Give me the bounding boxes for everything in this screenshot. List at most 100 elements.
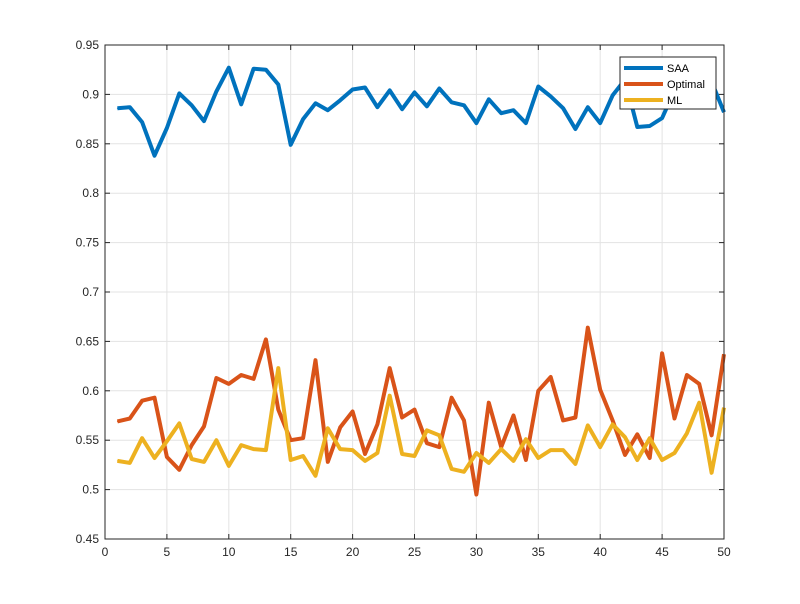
- data-point-ml: [178, 422, 180, 424]
- data-point-optimal: [240, 374, 242, 376]
- data-point-saa: [537, 86, 539, 87]
- data-point-saa: [240, 103, 242, 105]
- data-point-saa: [352, 89, 354, 90]
- y-tick-label: 0.5: [82, 483, 99, 497]
- series-line-ml: [117, 366, 726, 478]
- data-point-optimal: [674, 418, 675, 419]
- data-point-ml: [475, 452, 477, 454]
- data-point-optimal: [612, 419, 614, 421]
- data-point-saa: [612, 94, 614, 96]
- y-tick-label: 0.45: [76, 532, 100, 546]
- data-point-optimal: [389, 367, 391, 369]
- data-point-saa: [290, 144, 292, 146]
- data-point-ml: [661, 459, 663, 461]
- y-tick-label: 0.65: [76, 334, 100, 348]
- data-point-optimal: [414, 409, 415, 411]
- data-point-saa: [463, 104, 465, 106]
- data-point-saa: [649, 125, 651, 127]
- data-point-saa: [116, 107, 118, 109]
- data-point-ml: [265, 449, 267, 451]
- data-point-optimal: [327, 461, 329, 463]
- data-point-optimal: [711, 434, 713, 436]
- x-tick-label: 25: [408, 545, 422, 559]
- data-point-saa: [451, 101, 453, 103]
- axis-ticks: 0 5 10 15 20 25 30 35 40 45 50 0.45 0.5 0.55 0.6 0.65 0.…: [76, 38, 731, 559]
- data-point-saa: [154, 155, 155, 157]
- data-point-optimal: [686, 374, 688, 376]
- data-point-ml: [166, 440, 168, 442]
- data-point-optimal: [215, 377, 217, 379]
- y-tick-label: 0.55: [76, 433, 100, 447]
- data-point-ml: [277, 367, 279, 369]
- data-point-optimal: [513, 415, 514, 416]
- data-point-saa: [203, 120, 205, 122]
- data-point-ml: [513, 460, 514, 462]
- data-point-optimal: [463, 419, 465, 421]
- data-point-saa: [364, 87, 366, 88]
- data-point-ml: [537, 457, 539, 459]
- data-point-ml: [154, 457, 155, 459]
- data-point-ml: [426, 429, 428, 431]
- data-point-saa: [513, 109, 514, 111]
- data-point-saa: [228, 67, 230, 69]
- data-point-saa: [636, 126, 638, 128]
- data-point-ml: [686, 432, 688, 434]
- legend-label-ml: ML: [667, 95, 682, 107]
- legend-label-optimal: Optimal: [667, 79, 705, 91]
- data-point-optimal: [364, 453, 366, 455]
- y-tick-label: 0.6: [82, 384, 99, 398]
- data-point-saa: [178, 92, 180, 94]
- data-point-optimal: [661, 352, 663, 354]
- data-point-ml: [624, 436, 626, 438]
- data-point-ml: [389, 395, 391, 397]
- data-point-optimal: [129, 418, 131, 419]
- data-point-optimal: [315, 359, 316, 361]
- data-point-ml: [562, 449, 564, 451]
- data-point-saa: [599, 122, 601, 124]
- data-point-optimal: [475, 494, 477, 495]
- data-point-optimal: [574, 417, 576, 418]
- data-point-ml: [327, 427, 329, 429]
- data-point-optimal: [290, 439, 292, 441]
- data-point-optimal: [401, 417, 403, 418]
- data-point-ml: [574, 463, 576, 465]
- x-tick-label: 40: [594, 545, 608, 559]
- data-point-saa: [253, 68, 255, 70]
- data-point-ml: [339, 448, 341, 450]
- data-point-ml: [414, 455, 415, 457]
- data-point-optimal: [525, 459, 527, 461]
- data-point-saa: [141, 121, 143, 123]
- y-tick-label: 0.7: [82, 285, 99, 299]
- data-point-ml: [376, 452, 378, 454]
- data-point-saa: [327, 109, 329, 111]
- x-tick-label: 5: [164, 545, 171, 559]
- data-point-saa: [574, 128, 576, 130]
- data-point-optimal: [562, 419, 564, 421]
- data-point-ml: [129, 462, 131, 464]
- x-tick-label: 35: [532, 545, 546, 559]
- y-tick-label: 0.8: [82, 186, 99, 200]
- data-point-saa: [525, 122, 527, 124]
- data-point-saa: [414, 91, 415, 93]
- y-tick-label: 0.9: [82, 87, 99, 101]
- data-point-saa: [277, 84, 279, 85]
- y-tick-label: 0.85: [76, 137, 100, 151]
- data-point-ml: [364, 460, 366, 462]
- x-tick-label: 45: [655, 545, 669, 559]
- data-point-ml: [141, 437, 143, 439]
- x-tick-label: 10: [222, 545, 236, 559]
- y-tick-label: 0.95: [76, 38, 100, 52]
- data-point-ml: [488, 462, 490, 464]
- data-point-saa: [500, 112, 502, 114]
- data-point-optimal: [599, 389, 601, 391]
- data-point-optimal: [178, 469, 180, 471]
- data-point-optimal: [302, 437, 304, 439]
- data-point-optimal: [624, 454, 626, 456]
- x-tick-label: 50: [717, 545, 731, 559]
- data-point-saa: [166, 127, 168, 129]
- data-point-saa: [401, 108, 403, 110]
- data-point-ml: [191, 458, 193, 460]
- data-point-optimal: [488, 402, 490, 404]
- data-point-optimal: [203, 425, 205, 427]
- data-point-saa: [265, 69, 267, 71]
